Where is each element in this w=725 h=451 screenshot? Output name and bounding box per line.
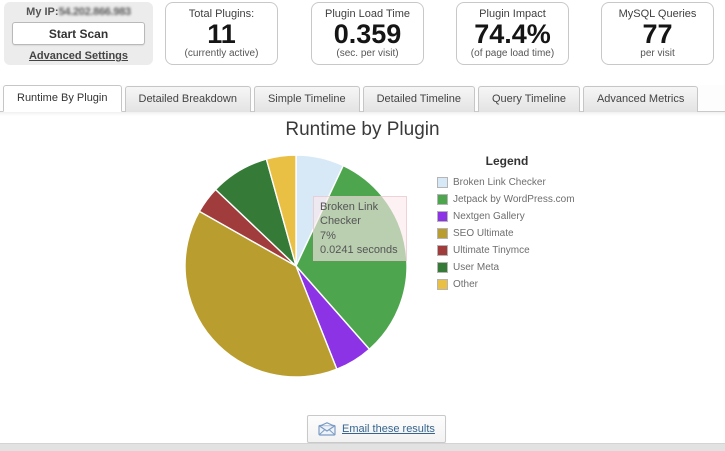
legend-row-broken-link-checker: Broken Link Checker bbox=[437, 174, 587, 191]
email-icon bbox=[318, 422, 336, 436]
legend-swatch-icon bbox=[437, 228, 448, 239]
stat-subtext: (of page load time) bbox=[470, 48, 555, 60]
legend-row-seo-ultimate: SEO Ultimate bbox=[437, 225, 587, 242]
pie-chart bbox=[184, 154, 408, 378]
stat-mysql-queries: MySQL Queries 77 per visit bbox=[601, 2, 714, 65]
legend-label: Broken Link Checker bbox=[453, 177, 546, 188]
pie-slice-other[interactable] bbox=[265, 154, 297, 267]
email-results-label: Email these results bbox=[342, 423, 435, 435]
legend-items: Broken Link Checker Jetpack by WordPress.… bbox=[437, 174, 587, 293]
legend-row-jetpack-by-wordpress-com: Jetpack by WordPress.com bbox=[437, 191, 587, 208]
stat-label: Plugin Impact bbox=[479, 8, 546, 20]
advanced-settings-link[interactable]: Advanced Settings bbox=[28, 50, 129, 62]
stat-subtext: (currently active) bbox=[184, 48, 259, 60]
tab-advanced-metrics[interactable]: Advanced Metrics bbox=[582, 86, 699, 112]
legend-label: Nextgen Gallery bbox=[453, 211, 525, 222]
tab-bar-shadow bbox=[0, 112, 725, 116]
stat-value: 74.4% bbox=[474, 19, 551, 49]
tab-detailed-timeline[interactable]: Detailed Timeline bbox=[362, 86, 475, 112]
legend-label: Ultimate Tinymce bbox=[453, 245, 530, 256]
stat-label: MySQL Queries bbox=[618, 8, 697, 20]
stat-value: 0.359 bbox=[333, 19, 402, 49]
legend-label: User Meta bbox=[453, 262, 500, 273]
tab-query-timeline[interactable]: Query Timeline bbox=[477, 86, 580, 112]
stat-value: 77 bbox=[642, 19, 673, 49]
stat-label: Plugin Load Time bbox=[325, 8, 410, 20]
stat-subtext: (sec. per visit) bbox=[336, 48, 399, 60]
chart-title: Runtime by Plugin bbox=[285, 119, 440, 140]
legend-row-ultimate-tinymce: Ultimate Tinymce bbox=[437, 242, 587, 259]
tab-runtime-by-plugin[interactable]: Runtime By Plugin bbox=[3, 85, 122, 112]
my-ip-label: My IP: bbox=[26, 6, 59, 18]
tab-detailed-breakdown[interactable]: Detailed Breakdown bbox=[124, 86, 251, 112]
legend-label: Other bbox=[453, 279, 479, 290]
stat-value: 11 bbox=[207, 19, 236, 49]
email-results-button[interactable]: Email these results bbox=[307, 415, 446, 443]
legend-swatch-icon bbox=[437, 177, 448, 188]
stat-label: Total Plugins: bbox=[188, 8, 255, 20]
legend-swatch-icon bbox=[437, 194, 448, 205]
stat-plugin-impact: Plugin Impact 74.4% (of page load time) bbox=[456, 2, 569, 65]
legend-row-other: Other bbox=[437, 276, 587, 293]
legend-swatch-icon bbox=[437, 245, 448, 256]
legend-swatch-icon bbox=[437, 279, 448, 290]
tab-bar: Runtime By Plugin Detailed Breakdown Simpl… bbox=[0, 85, 725, 112]
legend-label: Jetpack by WordPress.com bbox=[453, 194, 575, 205]
my-ip-value: 54.202.866.983 bbox=[58, 6, 132, 18]
scan-panel: My IP:54.202.866.983 Start Scan Advanced… bbox=[4, 2, 153, 65]
chart-legend: Legend Broken Link Checker Jetpack by Wor… bbox=[437, 154, 587, 293]
legend-swatch-icon bbox=[437, 211, 448, 222]
legend-swatch-icon bbox=[437, 262, 448, 273]
legend-row-user-meta: User Meta bbox=[437, 259, 587, 276]
my-ip-line: My IP:54.202.866.983 bbox=[4, 6, 153, 18]
pie-slice-seo-ultimate[interactable] bbox=[184, 210, 338, 378]
stat-subtext: per visit bbox=[640, 48, 675, 60]
bottom-strip bbox=[0, 443, 725, 451]
tab-simple-timeline[interactable]: Simple Timeline bbox=[253, 86, 360, 112]
stat-plugin-load-time: Plugin Load Time 0.359 (sec. per visit) bbox=[311, 2, 424, 65]
legend-label: SEO Ultimate bbox=[453, 228, 514, 239]
pie-chart-container bbox=[182, 152, 410, 380]
legend-row-nextgen-gallery: Nextgen Gallery bbox=[437, 208, 587, 225]
start-scan-button[interactable]: Start Scan bbox=[12, 22, 145, 45]
stat-total-plugins: Total Plugins: 11 (currently active) bbox=[165, 2, 278, 65]
legend-title: Legend bbox=[485, 154, 529, 168]
